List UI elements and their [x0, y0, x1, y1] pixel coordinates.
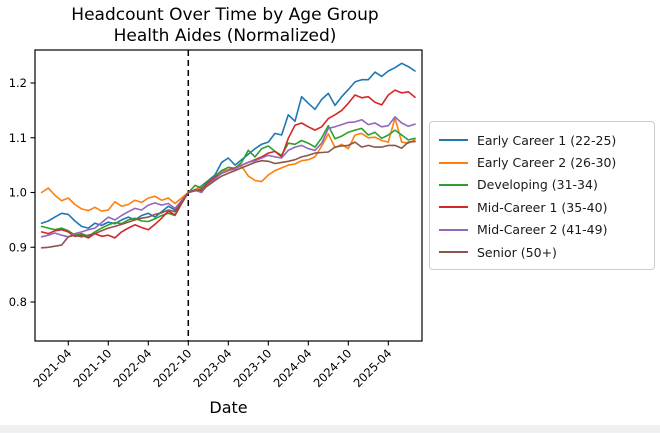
legend: Early Career 1 (22-25) Early Career 2 (26…: [429, 121, 655, 271]
legend-item-early-career-1-22-25: Early Career 1 (22-25): [439, 129, 646, 151]
legend-item-mid-career-2-41-49: Mid-Career 2 (41-49): [439, 219, 646, 241]
legend-item-mid-career-1-35-40: Mid-Career 1 (35-40): [439, 196, 646, 218]
legend-item-senior-50: Senior (50+): [439, 241, 646, 263]
legend-swatch: [439, 228, 468, 231]
series-line-mid-career-2-41-49: [40, 116, 416, 238]
legend-swatch: [439, 206, 468, 209]
legend-swatch: [439, 161, 468, 164]
y-tick-label: 1.1: [9, 131, 27, 145]
y-tick-label: 0.9: [9, 240, 27, 254]
legend-label: Mid-Career 1 (35-40): [477, 199, 608, 215]
x-tick-label: 2023-04: [191, 346, 235, 390]
window-bottom-strip: [0, 425, 660, 433]
x-axis-title: Date: [209, 398, 248, 417]
legend-label: Senior (50+): [477, 244, 557, 260]
x-tick-label: 2022-10: [151, 346, 195, 390]
legend-item-early-career-2-26-30: Early Career 2 (26-30): [439, 151, 646, 173]
x-tick-label: 2023-10: [231, 346, 275, 390]
x-tick-label: 2024-04: [271, 346, 315, 390]
legend-label: Developing (31-34): [477, 177, 598, 193]
legend-label: Mid-Career 2 (41-49): [477, 222, 608, 238]
chart-title: Headcount Over Time by Age Group: [71, 5, 379, 25]
y-tick-label: 1.0: [9, 186, 27, 200]
plot-border: [34, 49, 423, 342]
series-line-early-career-1-22-25: [40, 62, 416, 229]
chart-subtitle: Health Aides (Normalized): [113, 26, 337, 46]
y-tick-label: 0.8: [9, 295, 27, 309]
x-tick-label: 2024-10: [311, 346, 355, 390]
x-tick-label: 2021-10: [71, 346, 115, 390]
series-line-early-career-2-26-30: [40, 117, 416, 212]
legend-swatch: [439, 183, 468, 186]
series-line-developing-31-34: [40, 124, 416, 238]
legend-swatch: [439, 251, 468, 254]
legend-swatch: [439, 139, 468, 142]
y-tick-label: 1.2: [9, 76, 27, 90]
series-line-senior-50: [40, 140, 416, 249]
series-line-mid-career-1-35-40: [40, 89, 416, 239]
legend-label: Early Career 1 (22-25): [477, 132, 617, 148]
x-tick-label: 2021-04: [31, 346, 75, 390]
x-tick-label: 2022-04: [111, 346, 155, 390]
x-tick-label: 2025-04: [351, 346, 395, 390]
legend-item-developing-31-34: Developing (31-34): [439, 174, 646, 196]
legend-label: Early Career 2 (26-30): [477, 155, 617, 171]
